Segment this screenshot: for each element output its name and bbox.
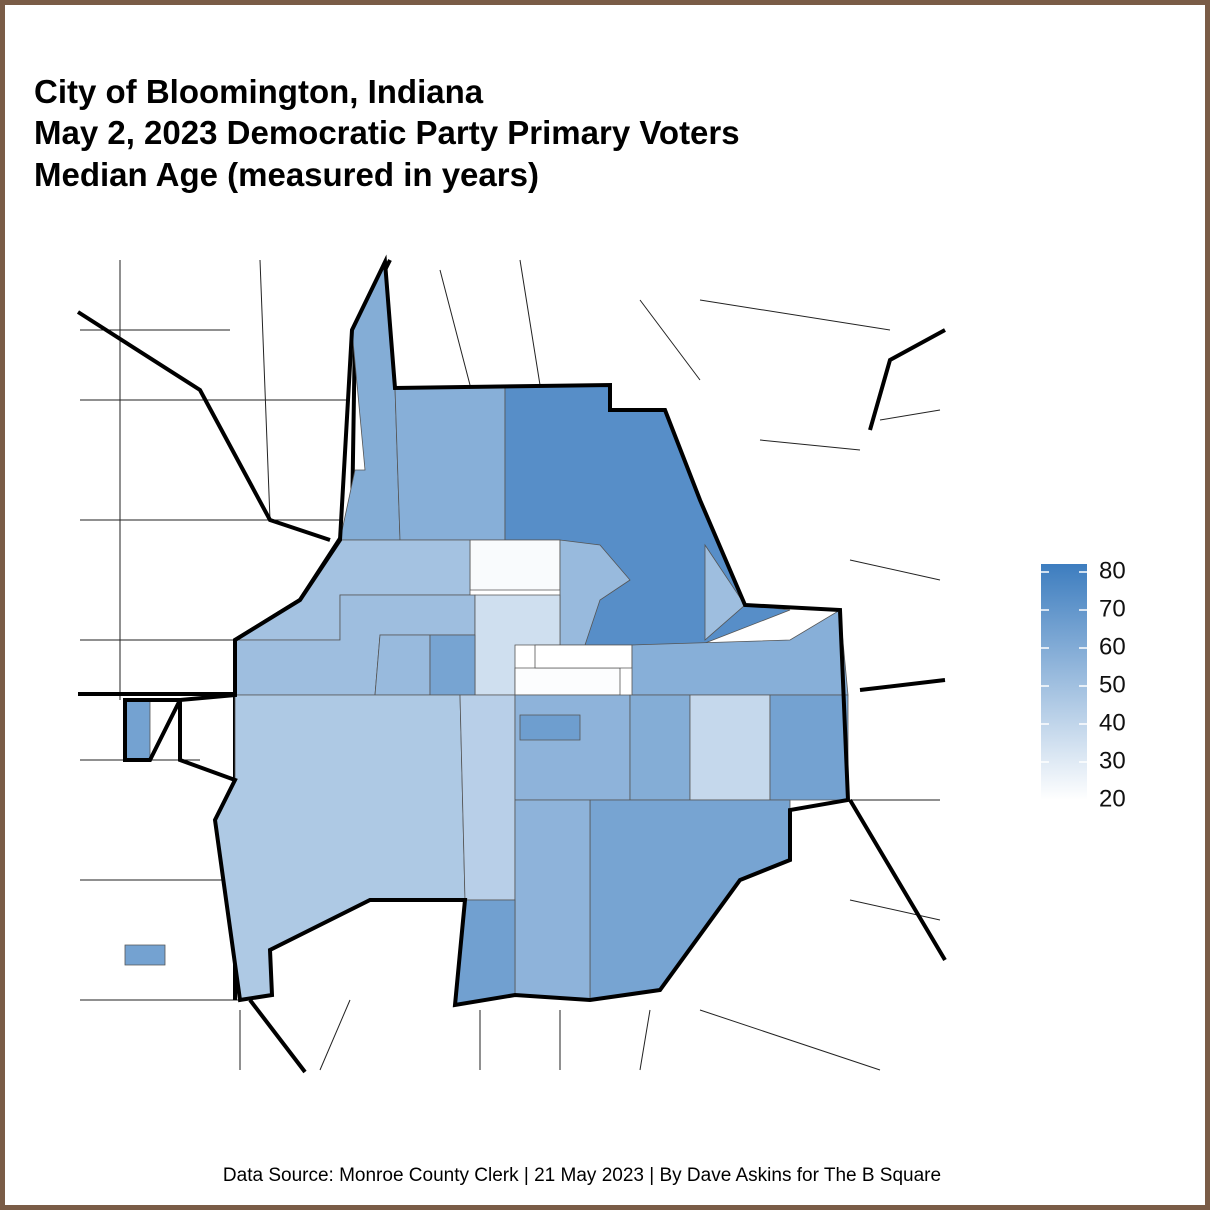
precinct <box>704 543 746 641</box>
precinct <box>394 384 506 541</box>
precinct <box>631 609 849 696</box>
city-boundary <box>123 254 851 1008</box>
precinct <box>469 539 561 591</box>
title-line: City of Bloomington, Indiana <box>34 73 484 110</box>
title-line: Median Age (measured in years) <box>34 156 539 193</box>
legend-tick-label: 30 <box>1099 747 1126 774</box>
legend-tick-label: 70 <box>1099 595 1126 622</box>
legend-tick-label: 60 <box>1099 633 1126 660</box>
precinct <box>124 699 151 761</box>
precinct <box>514 694 631 801</box>
precinct <box>124 944 166 966</box>
legend-tick-label: 50 <box>1099 671 1126 698</box>
precinct <box>514 667 621 696</box>
source: Data Source: Monroe County Clerk | 21 Ma… <box>223 1165 941 1186</box>
legend-tick-label: 20 <box>1099 785 1126 812</box>
precinct <box>769 694 849 801</box>
precincts <box>124 260 849 1006</box>
title-line: May 2, 2023 Democratic Party Primary Vot… <box>34 114 740 151</box>
precinct <box>534 644 633 669</box>
precinct <box>429 634 476 696</box>
precinct <box>459 694 516 901</box>
precinct <box>374 634 431 696</box>
legend-tick-label: 80 <box>1099 557 1126 584</box>
colorbar <box>1041 564 1087 800</box>
legend-tick-label: 40 <box>1099 709 1126 736</box>
precinct <box>629 694 691 801</box>
legend: 20 30 40 50 60 70 80 <box>1041 557 1126 812</box>
precinct <box>689 694 771 801</box>
precinct <box>514 799 591 1001</box>
precinct <box>519 714 581 741</box>
